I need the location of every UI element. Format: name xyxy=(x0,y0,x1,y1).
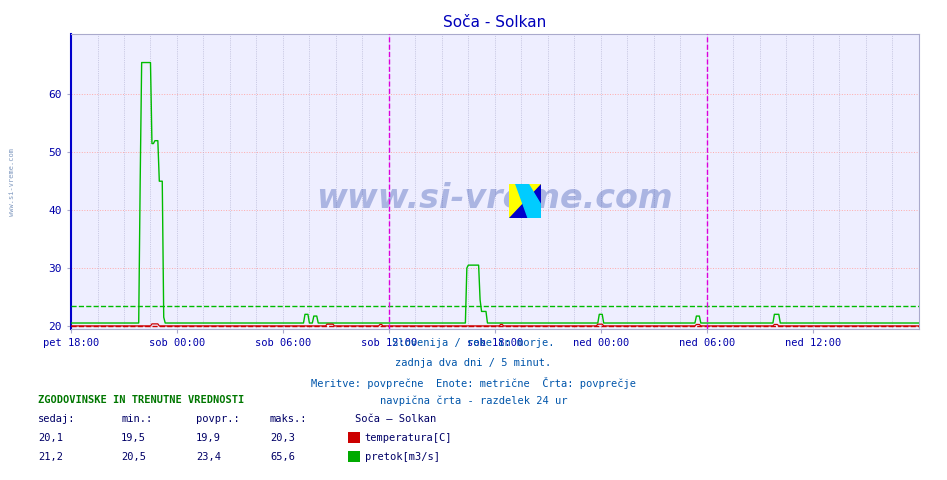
Text: www.si-vreme.com: www.si-vreme.com xyxy=(9,148,15,216)
Text: pretok[m3/s]: pretok[m3/s] xyxy=(365,452,439,462)
Text: 21,2: 21,2 xyxy=(38,452,63,462)
Text: Meritve: povprečne  Enote: metrične  Črta: povprečje: Meritve: povprečne Enote: metrične Črta:… xyxy=(311,377,636,389)
Text: 20,3: 20,3 xyxy=(270,433,295,443)
Text: Slovenija / reke in morje.: Slovenija / reke in morje. xyxy=(392,338,555,348)
Title: Soča - Solkan: Soča - Solkan xyxy=(443,15,546,30)
Text: navpična črta - razdelek 24 ur: navpična črta - razdelek 24 ur xyxy=(380,396,567,407)
Text: Soča – Solkan: Soča – Solkan xyxy=(355,414,437,424)
Text: 20,5: 20,5 xyxy=(121,452,146,462)
Text: 19,9: 19,9 xyxy=(196,433,221,443)
Text: temperatura[C]: temperatura[C] xyxy=(365,433,452,443)
Text: www.si-vreme.com: www.si-vreme.com xyxy=(316,182,673,216)
Text: 65,6: 65,6 xyxy=(270,452,295,462)
Text: min.:: min.: xyxy=(121,414,152,424)
Text: 20,1: 20,1 xyxy=(38,433,63,443)
Text: zadnja dva dni / 5 minut.: zadnja dva dni / 5 minut. xyxy=(396,358,551,368)
Text: povpr.:: povpr.: xyxy=(196,414,240,424)
Text: 23,4: 23,4 xyxy=(196,452,221,462)
Text: maks.:: maks.: xyxy=(270,414,308,424)
Text: 19,5: 19,5 xyxy=(121,433,146,443)
Polygon shape xyxy=(516,184,541,218)
Text: sedaj:: sedaj: xyxy=(38,414,76,424)
Text: ZGODOVINSKE IN TRENUTNE VREDNOSTI: ZGODOVINSKE IN TRENUTNE VREDNOSTI xyxy=(38,395,244,405)
Polygon shape xyxy=(509,184,541,218)
